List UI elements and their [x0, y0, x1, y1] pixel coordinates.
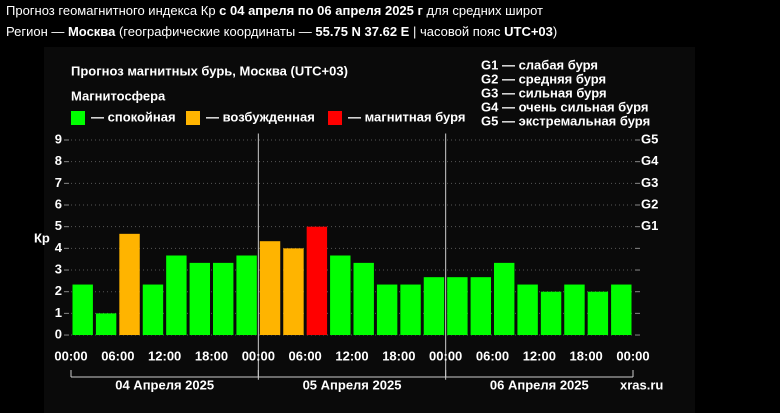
- y-tick-label: 6: [55, 196, 62, 211]
- y2-tick-label: G1: [641, 218, 658, 233]
- x-tick-label: 12:00: [335, 348, 368, 363]
- y-tick-label: 3: [55, 261, 62, 276]
- bar: [540, 291, 562, 336]
- y-tick-label: 4: [55, 240, 63, 255]
- bar: [470, 277, 491, 336]
- bar: [189, 262, 210, 336]
- bar: [611, 284, 632, 336]
- y2-tick-label: G5: [641, 131, 658, 146]
- bar: [376, 284, 398, 336]
- panel: [44, 47, 695, 413]
- header-text: | часовой пояс: [409, 24, 504, 39]
- bar: [353, 262, 374, 336]
- bar: [400, 284, 421, 336]
- storm-scale-item: G5 — экстремальная буря: [481, 113, 650, 128]
- chart-title: Прогноз магнитных бурь, Москва (UTC+03): [71, 63, 348, 78]
- header-line1: Прогноз геомагнитного индекса Кр с 04 ап…: [6, 3, 543, 18]
- header-line2: Регион — Москва (географические координа…: [6, 24, 557, 39]
- legend-label: — магнитная буря: [348, 109, 465, 124]
- y-axis-label: Кр: [34, 230, 50, 245]
- x-tick-label: 12:00: [523, 348, 556, 363]
- bar: [259, 241, 281, 336]
- bar: [587, 291, 609, 336]
- bar: [72, 284, 93, 336]
- y2-tick-label: G4: [641, 153, 659, 168]
- x-tick-label: 00:00: [429, 348, 462, 363]
- x-tick-label: 00:00: [616, 348, 649, 363]
- header-text: Прогноз геомагнитного индекса Кр: [6, 3, 219, 18]
- storm-scale-item: G3 — сильная буря: [481, 85, 607, 100]
- bar: [517, 284, 538, 336]
- legend-label: — спокойная: [91, 109, 176, 124]
- x-tick-label: 18:00: [195, 348, 228, 363]
- y2-tick-label: G3: [641, 175, 658, 190]
- y-tick-label: 8: [55, 153, 62, 168]
- x-tick-label: 18:00: [570, 348, 603, 363]
- legend-swatch: [186, 111, 200, 125]
- header-text: с 04 апреля по 06 апреля 2025 г: [219, 3, 423, 18]
- y2-tick-label: G2: [641, 196, 658, 211]
- bar: [119, 233, 140, 336]
- header-text: UTC+03: [504, 24, 553, 39]
- bar: [236, 255, 257, 336]
- x-tick-label: 06:00: [101, 348, 134, 363]
- bar: [283, 248, 304, 336]
- x-tick-label: 06:00: [476, 348, 509, 363]
- bar: [95, 313, 117, 336]
- y-tick-label: 1: [55, 305, 62, 320]
- x-tick-label: 00:00: [242, 348, 275, 363]
- legend-title: Магнитосфера: [71, 88, 166, 103]
- y-tick-label: 9: [55, 131, 62, 146]
- header-text: 55.75 N 37.62 E: [315, 24, 409, 39]
- header-text: (географические координаты —: [115, 24, 315, 39]
- legend-label: — возбужденная: [206, 109, 315, 124]
- day-label: 04 Апреля 2025: [115, 377, 214, 392]
- x-tick-label: 12:00: [148, 348, 181, 363]
- bar: [213, 262, 234, 336]
- bar: [423, 277, 445, 336]
- bar: [306, 226, 328, 336]
- legend-swatch: [328, 111, 342, 125]
- storm-scale-item: G1 — слабая буря: [481, 57, 598, 72]
- y-tick-label: 2: [55, 283, 62, 298]
- x-tick-label: 00:00: [54, 348, 87, 363]
- storm-scale-item: G4 — очень сильная буря: [481, 99, 648, 114]
- header-text: Москва: [68, 24, 116, 39]
- day-label: 06 Апреля 2025: [490, 377, 589, 392]
- y-tick-label: 7: [55, 175, 62, 190]
- header-text: ): [553, 24, 557, 39]
- header-text: Регион —: [6, 24, 68, 39]
- storm-scale-item: G2 — средняя буря: [481, 71, 606, 86]
- bar: [564, 284, 585, 336]
- x-tick-label: 06:00: [289, 348, 322, 363]
- y-tick-label: 0: [55, 326, 62, 341]
- bar: [447, 277, 468, 336]
- bar: [142, 284, 164, 336]
- bar: [166, 255, 187, 336]
- legend-swatch: [71, 111, 85, 125]
- header-text: для средних широт: [423, 3, 543, 18]
- x-tick-label: 18:00: [382, 348, 415, 363]
- bar: [330, 255, 351, 336]
- y-tick-label: 5: [55, 218, 62, 233]
- watermark: xras.ru: [620, 377, 663, 392]
- bar: [494, 262, 515, 336]
- day-label: 05 Апреля 2025: [303, 377, 402, 392]
